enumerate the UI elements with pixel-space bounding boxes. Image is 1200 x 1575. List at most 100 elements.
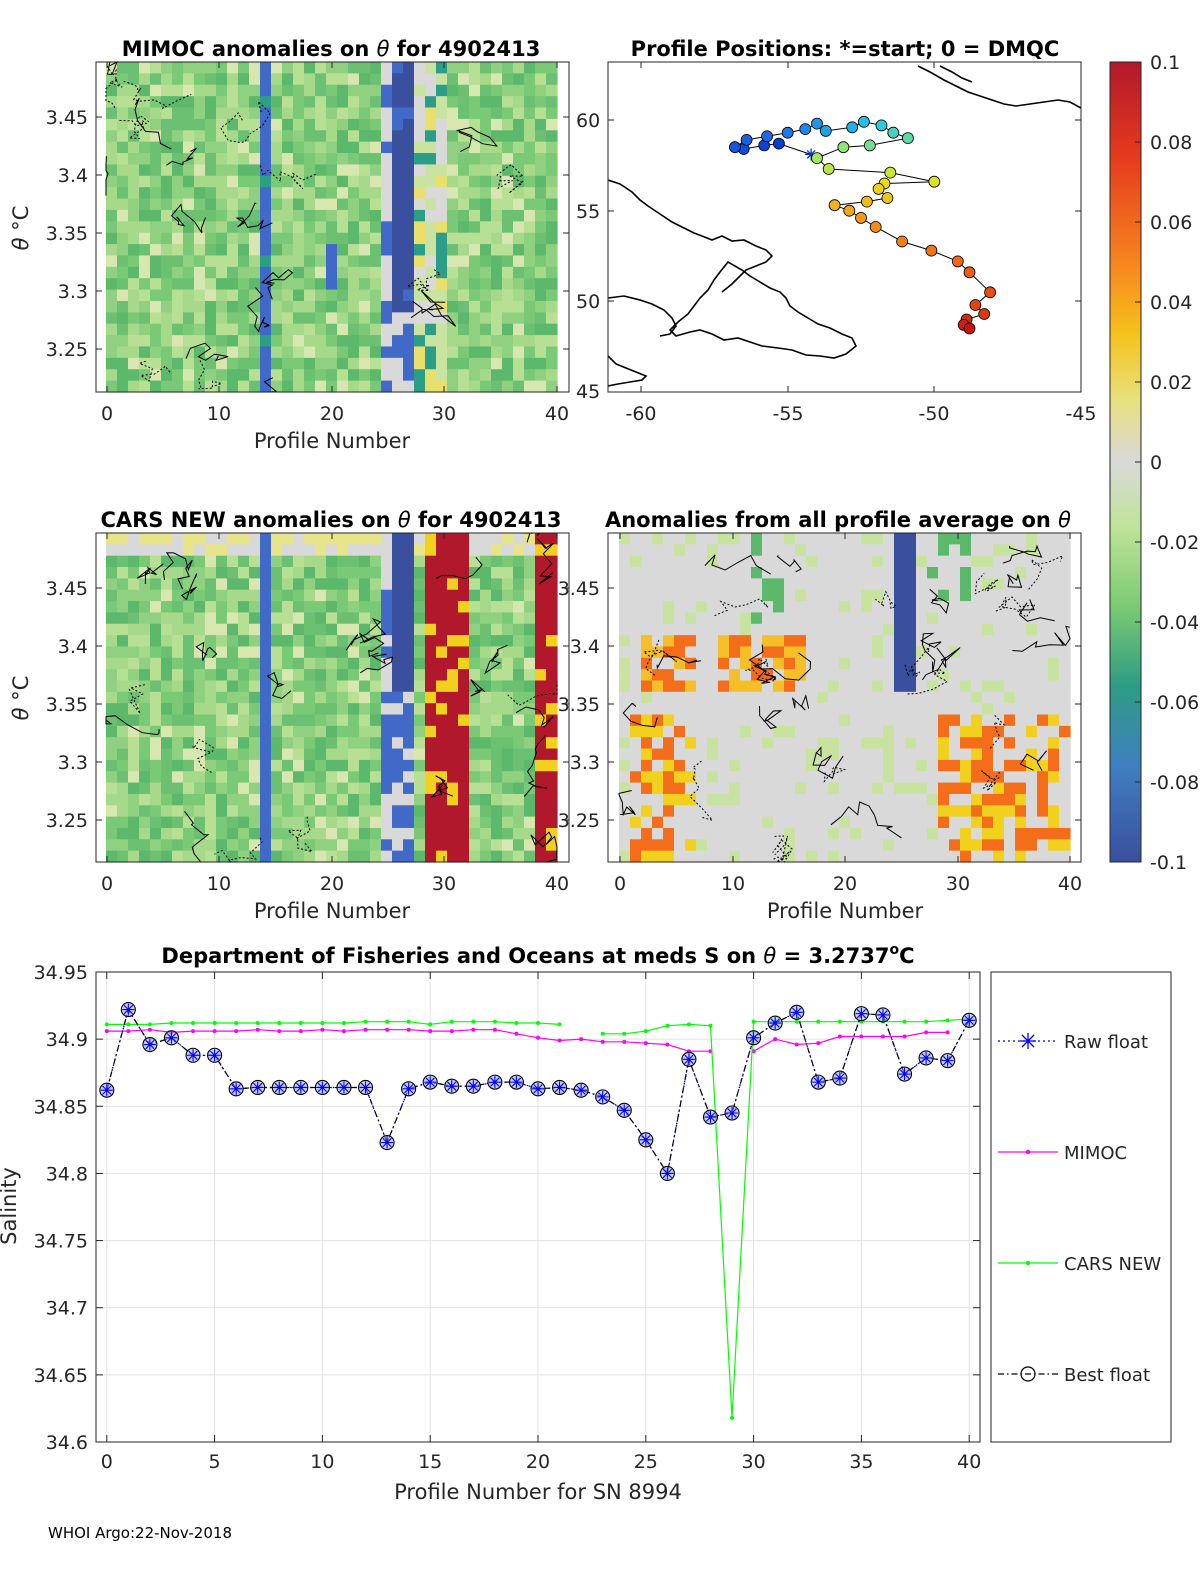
heatmap-cell — [260, 669, 272, 682]
heatmap-cell — [828, 567, 840, 579]
heatmap-cell — [1026, 725, 1038, 738]
heatmap-cell — [249, 312, 261, 325]
mimoc-ytick: 3.35 — [46, 223, 88, 245]
heatmap-cell — [1015, 827, 1027, 840]
heatmap-cell — [260, 300, 272, 313]
heatmap-cell — [502, 130, 514, 143]
heatmap-cell — [117, 782, 129, 795]
heatmap-cell — [513, 346, 525, 359]
heatmap-cell — [183, 300, 195, 313]
heatmap-cell — [348, 567, 360, 579]
heatmap-cell — [916, 544, 928, 557]
heatmap-cell — [205, 153, 217, 166]
heatmap-cell — [304, 544, 316, 557]
heatmap-cell — [1048, 635, 1060, 648]
heatmap-cell — [674, 623, 686, 636]
heatmap-cell — [1037, 691, 1049, 704]
heatmap-cell — [905, 805, 917, 818]
heatmap-cell — [1059, 567, 1071, 579]
heatmap-cell — [238, 748, 250, 761]
heatmap-cell — [315, 232, 327, 245]
heatmap-cell — [117, 221, 129, 234]
heatmap-cell — [315, 816, 327, 829]
heatmap-cell — [227, 646, 239, 659]
heatmap-cell — [535, 703, 547, 716]
heatmap-cell — [414, 118, 426, 131]
heatmap-cell — [348, 357, 360, 370]
series-raw-point — [143, 1038, 156, 1051]
heatmap-cell — [480, 601, 492, 614]
heatmap-cell — [1059, 657, 1071, 670]
heatmap-cell — [740, 816, 752, 829]
heatmap-cell — [436, 198, 448, 211]
heatmap-cell — [205, 601, 217, 614]
avg-heatmap — [619, 533, 1071, 863]
heatmap-cell — [414, 278, 426, 291]
heatmap-cell — [861, 669, 873, 682]
heatmap-cell — [337, 646, 349, 659]
heatmap-cell — [458, 187, 470, 200]
heatmap-cell — [392, 601, 404, 614]
heatmap-cell — [304, 680, 316, 693]
heatmap-cell — [447, 533, 459, 545]
heatmap-cell — [216, 221, 228, 234]
heatmap-cell — [982, 589, 994, 602]
heatmap-cell — [304, 209, 316, 222]
heatmap-cell — [128, 141, 140, 154]
heatmap-cell — [139, 300, 151, 313]
heatmap-cell — [172, 175, 184, 188]
heatmap-cell — [480, 369, 492, 382]
heatmap-cell — [480, 62, 492, 74]
heatmap-cell — [403, 84, 415, 97]
heatmap-cell — [282, 793, 294, 806]
series-mimoc-point — [255, 1027, 260, 1032]
heatmap-cell — [447, 130, 459, 143]
heatmap-cell — [535, 164, 547, 177]
heatmap-cell — [751, 839, 763, 852]
heatmap-cell — [707, 839, 719, 852]
heatmap-cell — [850, 544, 862, 557]
heatmap-cell — [260, 221, 272, 234]
heatmap-cell — [502, 805, 514, 818]
heatmap-cell — [117, 107, 129, 120]
contour-line — [184, 810, 210, 863]
heatmap-cell — [524, 118, 536, 131]
contour-line — [507, 681, 558, 706]
heatmap-cell — [238, 725, 250, 738]
heatmap-cell — [337, 725, 349, 738]
heatmap-cell — [403, 96, 415, 109]
heatmap-cell — [546, 623, 558, 636]
heatmap-cell — [707, 635, 719, 648]
heatmap-cell — [469, 232, 481, 245]
heatmap-cell — [784, 850, 796, 863]
heatmap-cell — [315, 346, 327, 359]
heatmap-cell — [546, 255, 558, 268]
heatmap-cell — [271, 839, 283, 852]
heatmap-cell — [1037, 782, 1049, 795]
heatmap-cell — [414, 312, 426, 325]
heatmap-cell — [315, 209, 327, 222]
heatmap-cell — [117, 380, 129, 393]
heatmap-cell — [227, 839, 239, 852]
heatmap-cell — [663, 725, 675, 738]
heatmap-cell — [205, 657, 217, 670]
heatmap-cell — [128, 369, 140, 382]
heatmap-cell — [762, 635, 774, 648]
heatmap-cell — [795, 782, 807, 795]
heatmap-cell — [641, 703, 653, 716]
series-raw-point — [122, 1003, 135, 1016]
heatmap-cell — [128, 578, 140, 591]
heatmap-cell — [227, 725, 239, 738]
heatmap-cell — [403, 567, 415, 579]
heatmap-cell — [392, 289, 404, 302]
heatmap-cell — [414, 737, 426, 750]
heatmap-cell — [436, 623, 448, 636]
series-cars-point — [708, 1023, 713, 1028]
mimoc-ytick: 3.4 — [58, 165, 88, 187]
heatmap-cell — [546, 691, 558, 704]
heatmap-cell — [271, 369, 283, 382]
heatmap-cell — [773, 589, 785, 602]
heatmap-cell — [436, 669, 448, 682]
heatmap-cell — [304, 839, 316, 852]
colorbar-ticks — [1135, 61, 1141, 863]
